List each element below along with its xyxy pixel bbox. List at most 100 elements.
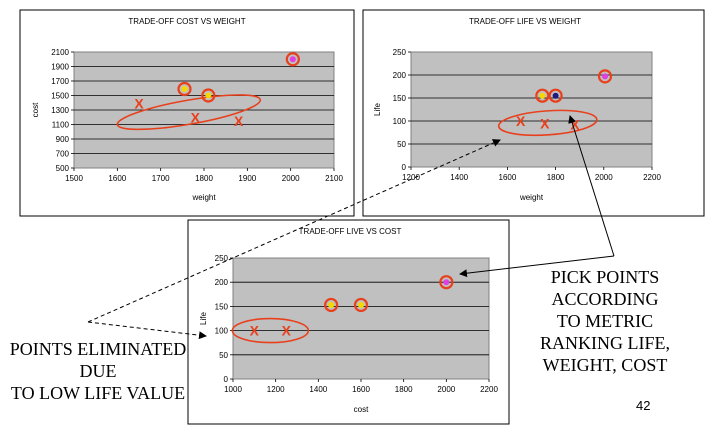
y-tick-label: 50 — [397, 140, 406, 149]
arrow-to-life-weight-selected — [568, 115, 615, 257]
x-tick-label: 2000 — [282, 174, 300, 183]
eliminated-ellipse — [116, 94, 262, 131]
eliminated-ellipse — [231, 317, 310, 344]
y-tick-label: 250 — [215, 254, 229, 263]
selected-point-marker — [289, 56, 296, 63]
y-tick-label: 0 — [224, 375, 229, 384]
eliminated-point-x: X — [191, 109, 201, 125]
pick-points-line-3: TO METRIC — [556, 311, 654, 331]
eliminated-annotation: POINTS ELIMINATED DUE TO LOW LIFE VALUE — [0, 338, 196, 404]
pick-points-line-2: ACCORDING — [551, 289, 659, 309]
selected-point-marker — [443, 279, 450, 286]
x-tick-label: 1200 — [267, 385, 285, 394]
y-tick-label: 200 — [393, 71, 407, 80]
arrow-to-life-cost-selected — [459, 255, 615, 278]
x-tick-label: 1400 — [309, 385, 327, 394]
x-axis-label: weight — [519, 193, 544, 202]
y-tick-label: 1900 — [51, 63, 69, 72]
chart-life-vs-weight: TRADE-OFF LIFE VS WEIGHT 0 50 100 150 200 250 1… — [362, 9, 705, 217]
eliminated-line-1: POINTS ELIMINATED — [9, 339, 187, 359]
selected-point-ring — [324, 297, 339, 313]
x-tick-label: 1600 — [108, 174, 126, 183]
y-tick-label: 1100 — [52, 121, 70, 130]
y-axis-label: Life — [373, 103, 382, 116]
pick-points-annotation: PICK POINTS ACCORDING TO METRIC RANKING … — [520, 266, 690, 376]
arrow-to-life-vs-weight — [87, 139, 501, 323]
y-axis-label: cost — [31, 102, 40, 117]
y-tick-label: 250 — [393, 48, 407, 57]
y-tick-label: 50 — [219, 351, 228, 360]
x-tick-label: 1200 — [402, 173, 420, 182]
selected-point-ring — [439, 275, 454, 290]
selected-point-ring — [177, 81, 192, 97]
y-tick-label: 150 — [215, 302, 229, 311]
plot-area — [410, 51, 653, 168]
selected-point-ring — [285, 52, 300, 67]
selected-point-ring — [548, 88, 563, 103]
eliminated-point-x: X — [234, 113, 244, 129]
y-tick-label: 100 — [393, 117, 407, 126]
y-tick-label: 1700 — [51, 77, 69, 86]
selected-point-ring — [201, 88, 216, 103]
arrow-to-life-vs-cost — [87, 321, 207, 340]
x-tick-label: 1000 — [224, 385, 242, 394]
chart-life-vs-cost: TRADE-OFF LIVE VS COST 0 50 100 150 200 250 100… — [187, 219, 510, 425]
x-tick-label: 1900 — [238, 174, 256, 183]
y-tick-label: 200 — [215, 278, 229, 287]
selected-point-marker — [358, 301, 364, 308]
x-tick-label: 2200 — [643, 173, 661, 182]
x-tick-label: 1800 — [395, 385, 413, 394]
eliminated-line-2: DUE — [79, 361, 117, 381]
chart-title: TRADE-OFF LIVE VS COST — [299, 227, 402, 236]
selected-point-marker — [205, 92, 212, 99]
selected-point-marker — [602, 73, 609, 80]
selected-point-marker — [328, 301, 335, 308]
y-axis-label: Life — [199, 312, 208, 325]
x-tick-label: 2100 — [325, 174, 343, 183]
y-tick-label: 150 — [393, 94, 407, 103]
selected-point-marker — [181, 85, 188, 92]
selected-point-marker — [539, 92, 546, 99]
selected-point-ring — [535, 88, 550, 103]
eliminated-point-x: X — [282, 323, 292, 339]
page-number: 42 — [636, 398, 651, 413]
y-tick-label: 700 — [56, 150, 70, 159]
selected-point-ring — [597, 69, 613, 84]
x-tick-label: 1800 — [195, 174, 213, 183]
x-tick-label: 2000 — [595, 173, 613, 182]
x-tick-label: 1500 — [65, 174, 83, 183]
x-tick-label: 1800 — [547, 173, 565, 182]
eliminated-ellipse — [497, 109, 598, 137]
pick-points-line-5: WEIGHT, COST — [542, 355, 668, 375]
x-tick-label: 2200 — [480, 385, 498, 394]
eliminated-point-x: X — [516, 113, 526, 129]
eliminated-line-3: TO LOW LIFE VALUE — [10, 383, 186, 403]
x-tick-label: 1600 — [499, 173, 517, 182]
x-axis-label: cost — [354, 405, 369, 414]
y-tick-label: 2100 — [51, 48, 69, 57]
chart-cost-vs-weight: TRADE-OFF COST VS WEIGHT 500 700 900 1100 130… — [19, 9, 355, 217]
eliminated-point-x: X — [570, 117, 580, 133]
chart-title: TRADE-OFF LIFE VS WEIGHT — [469, 17, 581, 26]
y-tick-label: 0 — [402, 163, 407, 172]
selected-point-marker — [552, 92, 559, 99]
y-tick-label: 100 — [215, 327, 229, 336]
y-tick-label: 1500 — [51, 92, 69, 101]
eliminated-point-x: X — [540, 115, 550, 131]
x-tick-label: 2000 — [437, 385, 455, 394]
x-tick-label: 1600 — [352, 385, 370, 394]
selected-point-ring — [353, 297, 369, 313]
eliminated-point-x: X — [134, 95, 144, 111]
eliminated-point-x: X — [250, 323, 260, 339]
chart-title: TRADE-OFF COST VS WEIGHT — [128, 17, 245, 26]
pick-points-line-1: PICK POINTS — [550, 267, 660, 287]
y-tick-label: 1300 — [51, 106, 69, 115]
y-tick-label: 500 — [56, 164, 70, 173]
x-axis-label: weight — [191, 193, 216, 202]
y-tick-label: 900 — [56, 135, 70, 144]
pick-points-line-4: RANKING LIFE, — [540, 333, 670, 353]
x-tick-label: 1700 — [152, 174, 170, 183]
annotation-arrows — [87, 115, 615, 340]
x-tick-label: 1400 — [450, 173, 468, 182]
